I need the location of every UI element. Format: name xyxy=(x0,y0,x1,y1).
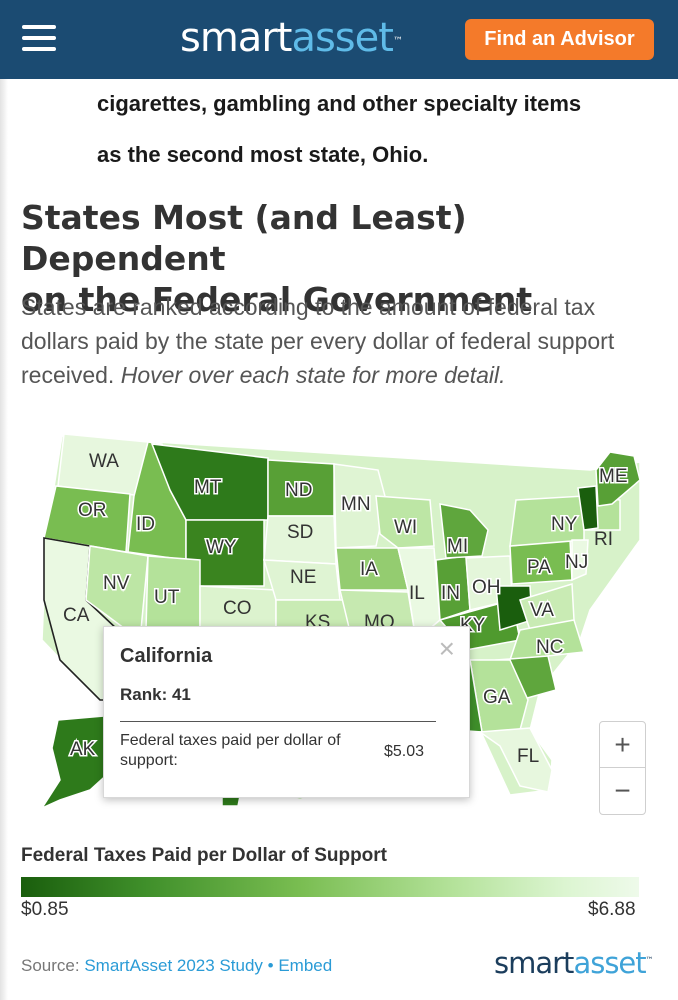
page-left-edge-shadow xyxy=(0,79,8,1000)
label-fl: FL xyxy=(517,746,539,767)
label-nj: NJ xyxy=(565,552,588,573)
state-nc[interactable] xyxy=(508,619,585,661)
state-tooltip: × California Rank: 41 Federal taxes paid… xyxy=(103,626,470,798)
label-ak: AK xyxy=(70,739,96,760)
label-co: CO xyxy=(223,598,252,619)
map-zoom-controls: + − xyxy=(599,721,646,815)
label-mi: MI xyxy=(447,536,468,557)
tooltip-metric-label: Federal taxes paid per dollar of support… xyxy=(120,732,341,769)
section-heading-line-2: on the Federal Government xyxy=(21,280,533,319)
state-mi[interactable] xyxy=(439,503,489,559)
map-description: States are ranked according to the amoun… xyxy=(21,290,661,392)
label-ne: NE xyxy=(290,567,316,588)
label-nd: ND xyxy=(285,480,312,501)
label-ga: GA xyxy=(483,687,511,708)
label-wa: WA xyxy=(89,451,119,472)
label-wi: WI xyxy=(394,517,417,538)
close-icon[interactable]: × xyxy=(438,633,455,664)
tooltip-rank-label: Rank: xyxy=(120,685,168,704)
label-oh: OH xyxy=(472,577,501,598)
top-navigation-bar: smartasset™ Find an Advisor xyxy=(0,0,678,79)
legend-min-value: $0.85 xyxy=(21,899,69,920)
tooltip-state-name: California xyxy=(120,645,213,667)
legend-title: Federal Taxes Paid per Dollar of Support xyxy=(21,845,388,866)
label-me: ME xyxy=(599,466,628,487)
tooltip-rank-value: 41 xyxy=(171,685,191,704)
label-va: VA xyxy=(530,600,554,621)
section-heading-line-1: States Most (and Least) Dependent xyxy=(21,198,467,278)
label-nc: NC xyxy=(536,637,563,658)
label-ut: UT xyxy=(154,587,180,608)
label-ri: RI xyxy=(594,529,613,550)
tooltip-divider xyxy=(120,721,436,722)
state-me[interactable] xyxy=(595,451,641,507)
article-intro-line-2: as the second most state, Ohio. xyxy=(97,142,429,167)
label-or: OR xyxy=(78,500,107,521)
state-ak[interactable] xyxy=(40,715,113,810)
footer-smartasset-logo[interactable]: smartasset™ xyxy=(494,946,654,980)
label-ia: IA xyxy=(360,559,378,580)
state-vt[interactable] xyxy=(577,485,599,531)
label-wy: WY xyxy=(206,537,237,558)
map-description-hint: Hover over each state for more detail. xyxy=(120,362,506,388)
embed-link[interactable]: Embed xyxy=(278,956,333,975)
label-pa: PA xyxy=(527,557,551,578)
source-separator: • xyxy=(262,956,279,975)
label-id: ID xyxy=(136,514,155,535)
label-nv: NV xyxy=(103,573,130,594)
label-in: IN xyxy=(441,583,460,604)
section-heading: States Most (and Least) Dependent on the… xyxy=(21,197,678,320)
legend-max-value: $6.88 xyxy=(588,899,636,920)
article-intro-line-1: cigarettes, gambling and other specialty… xyxy=(97,91,582,116)
hamburger-menu-icon[interactable] xyxy=(22,25,56,51)
source-prefix: Source: xyxy=(21,956,85,975)
source-study-link[interactable]: SmartAsset 2023 Study xyxy=(84,956,263,975)
state-labels: WA MT ND ME OR ID MN WY SD WI MI NY RI N… xyxy=(63,451,629,767)
tooltip-rank: Rank: 41 xyxy=(120,685,191,705)
tooltip-metric-value: $5.03 xyxy=(384,743,425,760)
source-line: Source: SmartAsset 2023 Study • Embed xyxy=(21,956,332,976)
state-wi[interactable] xyxy=(375,495,435,549)
label-sd: SD xyxy=(287,522,313,543)
smartasset-logo[interactable]: smartasset™ xyxy=(180,15,403,61)
zoom-out-button[interactable]: − xyxy=(614,775,631,806)
label-il: IL xyxy=(409,583,425,604)
state-nj[interactable] xyxy=(571,539,589,582)
state-fl[interactable] xyxy=(477,727,553,793)
find-an-advisor-button[interactable]: Find an Advisor xyxy=(465,19,654,60)
zoom-in-button[interactable]: + xyxy=(600,722,645,768)
label-ca: CA xyxy=(63,605,90,626)
map-description-text: States are ranked according to the amoun… xyxy=(21,294,615,388)
label-mt: MT xyxy=(194,477,222,498)
label-mn: MN xyxy=(341,494,371,515)
label-ny: NY xyxy=(551,514,578,535)
legend-color-scale xyxy=(21,877,639,897)
